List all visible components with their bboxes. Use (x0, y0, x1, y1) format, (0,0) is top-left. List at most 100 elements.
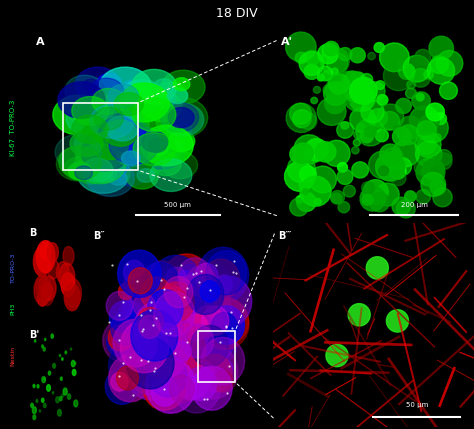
Polygon shape (45, 338, 46, 341)
Polygon shape (417, 136, 436, 154)
Polygon shape (300, 113, 317, 130)
Polygon shape (107, 328, 133, 356)
Polygon shape (64, 284, 80, 311)
Polygon shape (412, 92, 430, 110)
Polygon shape (360, 186, 386, 211)
Polygon shape (286, 32, 316, 62)
Polygon shape (108, 151, 133, 170)
Polygon shape (142, 89, 168, 109)
Polygon shape (109, 171, 127, 185)
Polygon shape (341, 121, 349, 129)
Polygon shape (201, 298, 249, 350)
Polygon shape (207, 266, 230, 292)
Polygon shape (126, 337, 174, 389)
Polygon shape (185, 367, 217, 401)
Polygon shape (350, 72, 366, 87)
Polygon shape (320, 47, 349, 75)
Polygon shape (128, 267, 181, 323)
Polygon shape (415, 49, 431, 65)
Polygon shape (128, 268, 152, 294)
Polygon shape (39, 410, 41, 412)
Polygon shape (120, 320, 169, 373)
Text: PH3: PH3 (10, 302, 16, 315)
Polygon shape (114, 159, 148, 186)
Polygon shape (48, 259, 59, 279)
Polygon shape (133, 293, 155, 317)
Polygon shape (116, 158, 140, 177)
Polygon shape (173, 360, 210, 400)
Polygon shape (393, 125, 402, 134)
Polygon shape (51, 334, 54, 338)
Polygon shape (144, 334, 167, 359)
Polygon shape (411, 69, 430, 87)
Polygon shape (414, 160, 429, 175)
Polygon shape (162, 326, 201, 369)
Polygon shape (350, 78, 377, 104)
Polygon shape (377, 104, 404, 130)
Polygon shape (123, 276, 171, 329)
Polygon shape (429, 36, 454, 60)
Polygon shape (175, 361, 209, 398)
Polygon shape (327, 53, 348, 73)
Polygon shape (352, 147, 359, 154)
Polygon shape (123, 260, 145, 284)
Polygon shape (211, 312, 237, 341)
Polygon shape (331, 193, 342, 204)
Polygon shape (403, 55, 431, 82)
Polygon shape (418, 113, 448, 143)
Polygon shape (217, 360, 233, 377)
Polygon shape (213, 371, 233, 392)
Polygon shape (207, 299, 249, 344)
Polygon shape (111, 372, 128, 391)
Polygon shape (396, 199, 415, 218)
Polygon shape (148, 138, 167, 152)
Polygon shape (59, 146, 100, 178)
Polygon shape (206, 251, 246, 295)
Polygon shape (326, 344, 348, 367)
Polygon shape (167, 88, 188, 103)
Polygon shape (430, 180, 446, 195)
Polygon shape (318, 97, 346, 125)
Polygon shape (292, 109, 311, 128)
Polygon shape (62, 358, 63, 360)
Polygon shape (33, 415, 36, 420)
Polygon shape (350, 107, 376, 132)
Polygon shape (96, 116, 127, 140)
Polygon shape (197, 354, 232, 392)
Polygon shape (158, 287, 191, 323)
Polygon shape (117, 143, 147, 166)
Polygon shape (93, 139, 120, 160)
Polygon shape (370, 121, 382, 133)
Polygon shape (176, 271, 195, 292)
Polygon shape (287, 155, 316, 183)
Polygon shape (366, 257, 388, 279)
Polygon shape (182, 324, 214, 358)
Polygon shape (56, 262, 69, 283)
Polygon shape (64, 157, 93, 180)
Polygon shape (130, 316, 154, 342)
Polygon shape (324, 41, 339, 56)
Polygon shape (396, 98, 411, 114)
Polygon shape (80, 167, 101, 184)
Polygon shape (187, 274, 224, 314)
Polygon shape (59, 396, 62, 401)
Text: TO-PRO-3: TO-PRO-3 (10, 253, 16, 283)
Polygon shape (39, 276, 49, 294)
Polygon shape (286, 103, 317, 133)
Polygon shape (125, 345, 176, 400)
Polygon shape (338, 202, 350, 213)
Polygon shape (151, 153, 181, 175)
Polygon shape (152, 377, 178, 406)
Polygon shape (119, 83, 170, 122)
Polygon shape (166, 267, 187, 290)
Polygon shape (53, 363, 55, 368)
Polygon shape (168, 131, 195, 151)
Polygon shape (313, 86, 320, 93)
Polygon shape (302, 189, 309, 195)
Polygon shape (155, 334, 177, 359)
Polygon shape (122, 127, 167, 163)
Polygon shape (83, 79, 99, 91)
Polygon shape (362, 194, 373, 205)
Polygon shape (206, 276, 252, 326)
Polygon shape (121, 99, 142, 115)
